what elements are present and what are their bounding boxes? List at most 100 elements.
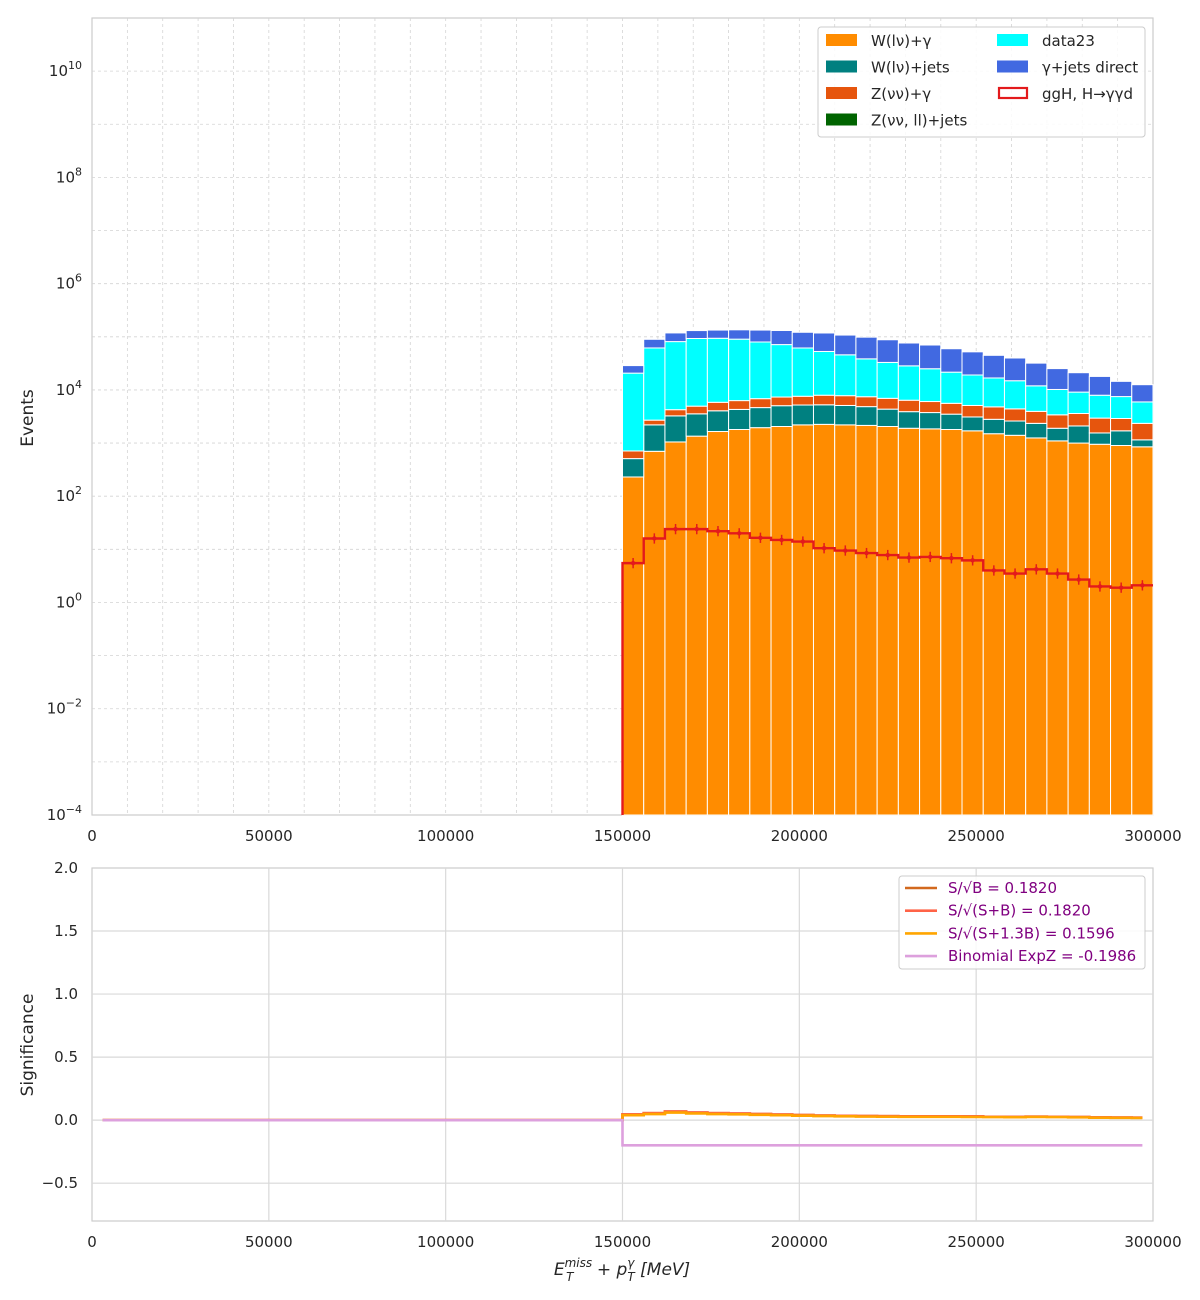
signal-point bbox=[758, 535, 763, 540]
signal-point bbox=[1097, 584, 1103, 589]
signal-point bbox=[1140, 583, 1145, 588]
stack-bar bbox=[622, 450, 645, 460]
significance-y-tick-label: 1.0 bbox=[54, 985, 78, 1003]
stack-bar bbox=[855, 406, 878, 426]
stack-bar bbox=[855, 424, 878, 816]
significance-y-tick-label: 0.0 bbox=[54, 1111, 78, 1129]
stack-bar bbox=[1131, 446, 1154, 816]
stack-bar bbox=[1110, 444, 1133, 816]
stack-bar bbox=[1046, 388, 1069, 416]
signal-point bbox=[737, 531, 742, 536]
stack-bar bbox=[834, 395, 857, 406]
stack-bar bbox=[643, 338, 666, 349]
events-x-tick-label: 100000 bbox=[417, 827, 474, 845]
stack-bar bbox=[685, 413, 708, 437]
x-axis-label: Emiss T + pγ T [MeV] bbox=[554, 1256, 690, 1284]
legend-entry-label: Binomial ExpZ = -0.1986 bbox=[948, 947, 1136, 965]
stack-bar bbox=[1067, 413, 1090, 427]
legend-entry-label: S/√(S+B) = 0.1820 bbox=[948, 902, 1091, 920]
stack-bar bbox=[664, 332, 687, 343]
stack-bar bbox=[1131, 384, 1154, 403]
stack-bar bbox=[770, 344, 793, 398]
stack-bar bbox=[940, 348, 963, 373]
stack-bar bbox=[791, 331, 814, 349]
stack-bar bbox=[643, 424, 666, 452]
stack-bar bbox=[770, 405, 793, 428]
signal-point bbox=[694, 526, 699, 532]
legend-swatch bbox=[826, 60, 857, 73]
events-x-tick-label: 250000 bbox=[948, 827, 1005, 845]
stack-bar bbox=[1088, 432, 1112, 445]
events-y-axis-label: Events bbox=[18, 389, 38, 447]
stack-bar bbox=[664, 415, 687, 443]
stack-bar bbox=[728, 329, 751, 340]
significance-x-tick-label: 250000 bbox=[948, 1233, 1005, 1251]
stack-bar bbox=[791, 424, 814, 816]
stack-bar bbox=[897, 365, 921, 401]
stack-bar bbox=[1003, 420, 1027, 436]
stack-bar bbox=[1088, 443, 1112, 816]
stack-bar bbox=[982, 406, 1005, 420]
signal-point bbox=[885, 552, 890, 558]
stack-bar bbox=[940, 402, 963, 415]
stack-bar bbox=[1067, 425, 1090, 444]
significance-line bbox=[102, 1111, 1143, 1122]
stack-bar bbox=[749, 407, 772, 429]
signal-point bbox=[1055, 571, 1060, 576]
stack-bar bbox=[1003, 380, 1027, 410]
stack-bar bbox=[706, 329, 730, 339]
stack-bar bbox=[1088, 394, 1112, 419]
significance-x-tick-label: 50000 bbox=[245, 1233, 293, 1251]
signal-point bbox=[1012, 571, 1018, 576]
events-x-tick-label: 300000 bbox=[1124, 827, 1181, 845]
stack-bar bbox=[728, 338, 751, 402]
signal-point bbox=[779, 537, 784, 543]
stack-bar bbox=[749, 398, 772, 409]
events-x-ticks: 0 50000 100000 150000 200000 250000 300000 bbox=[87, 827, 1181, 845]
stack-bar bbox=[1025, 362, 1048, 387]
stack-bar bbox=[919, 412, 942, 430]
signal-point bbox=[970, 558, 975, 563]
significance-x-tick-label: 300000 bbox=[1124, 1233, 1181, 1251]
signal-point bbox=[864, 550, 869, 556]
stack-bar bbox=[919, 368, 942, 403]
stack-bar bbox=[1110, 396, 1133, 419]
events-y-tick-label: 100 bbox=[56, 590, 82, 611]
stack-bar bbox=[749, 341, 772, 400]
events-x-tick-label: 0 bbox=[87, 827, 97, 845]
signal-point bbox=[1076, 577, 1081, 582]
events-y-tick-label: 10−4 bbox=[47, 803, 82, 824]
significance-panel: 0 50000 100000 150000 200000 250000 300000 −0.… bbox=[18, 859, 1182, 1284]
stack-bar bbox=[834, 334, 857, 356]
legend-entry-label: W(lν)+γ bbox=[871, 32, 932, 50]
significance-legend-box bbox=[898, 875, 1146, 970]
legend-entry-label: ggH, H→γγd bbox=[1042, 85, 1133, 103]
signal-point bbox=[949, 556, 954, 561]
significance-x-tick-label: 200000 bbox=[771, 1233, 828, 1251]
stack-bar bbox=[855, 396, 878, 408]
legend-entry-label: S/√B = 0.1820 bbox=[948, 879, 1057, 897]
signal-histogram bbox=[621, 523, 1153, 815]
stack-bar bbox=[622, 476, 645, 816]
significance-x-tick-label: 150000 bbox=[594, 1233, 651, 1251]
significance-legend: S/√B = 0.1820 S/√(S+B) = 0.1820 S/√(S+1.3B… bbox=[898, 875, 1146, 970]
signal-point bbox=[673, 526, 678, 532]
stack-bar bbox=[961, 374, 984, 406]
stack-bar bbox=[876, 426, 899, 816]
stack-bar bbox=[622, 372, 645, 452]
legend-swatch bbox=[826, 113, 857, 126]
stack-bar bbox=[685, 337, 708, 407]
stack-bar bbox=[770, 396, 793, 407]
events-y-tick-label: 106 bbox=[56, 272, 82, 293]
legend-entry-label: data23 bbox=[1042, 32, 1095, 50]
stack-bar bbox=[876, 408, 899, 428]
events-stacked-bars bbox=[622, 329, 1154, 816]
significance-x-tick-label: 0 bbox=[87, 1233, 97, 1251]
legend-entry-label: S/√(S+1.3B) = 0.1596 bbox=[948, 924, 1115, 942]
events-y-tick-label: 104 bbox=[56, 378, 82, 399]
signal-point bbox=[800, 539, 806, 544]
signal-point bbox=[927, 554, 933, 560]
stack-bar bbox=[982, 377, 1005, 408]
stack-bar bbox=[706, 337, 730, 403]
stack-bar bbox=[791, 395, 814, 406]
